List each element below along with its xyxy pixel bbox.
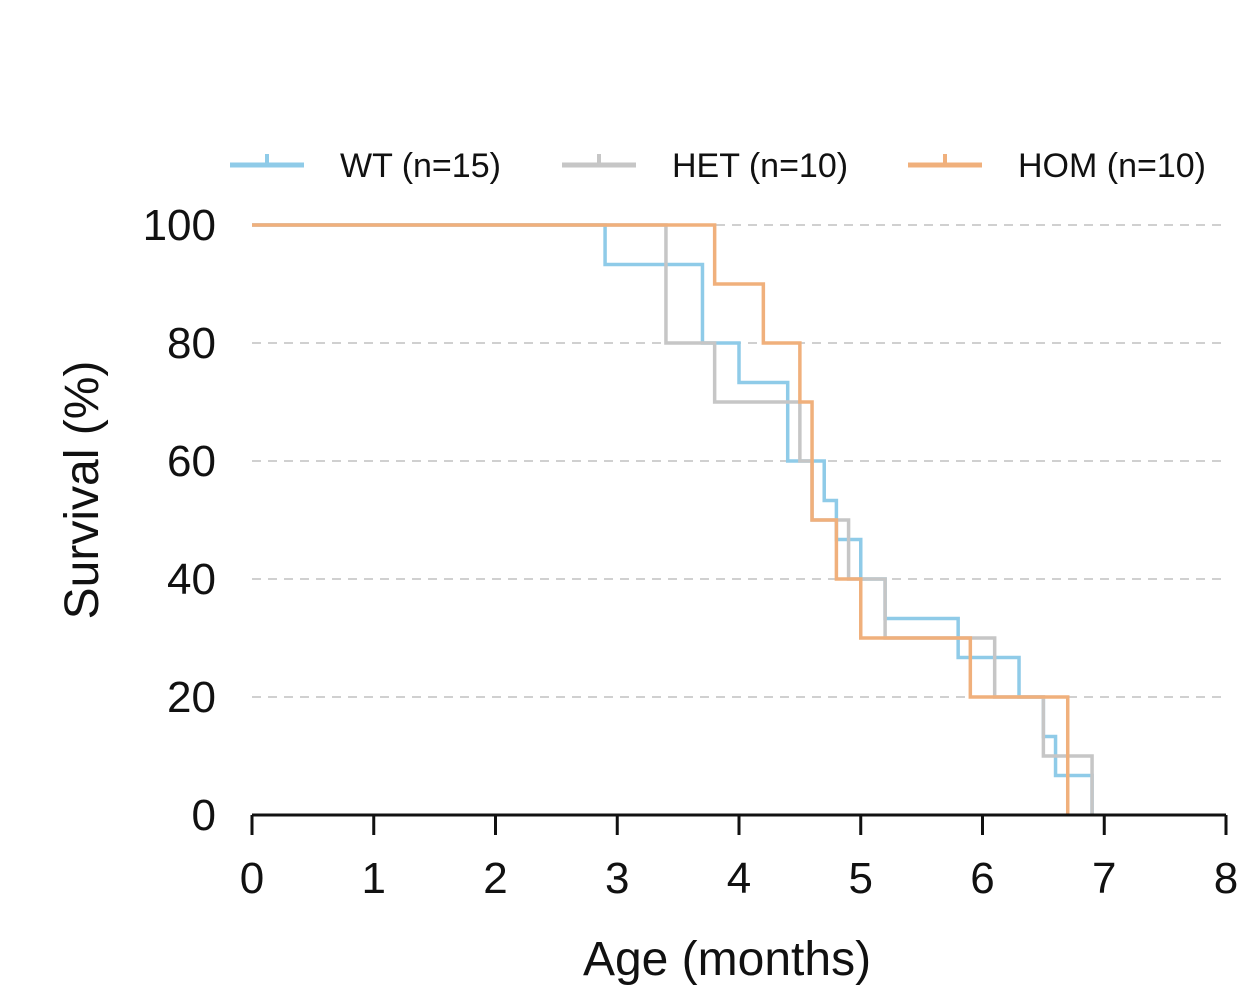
legend-label-hom: HOM (n=10)	[1018, 147, 1206, 185]
x-tick-label: 7	[1092, 854, 1116, 903]
y-axis: 0 20 40 60 80 100	[143, 201, 216, 840]
legend: WT (n=15) HET (n=10) HOM (n=10)	[230, 147, 1206, 185]
x-axis: 0 1 2 3 4 5 6 7 8	[240, 813, 1238, 903]
x-tick-label: 4	[727, 854, 751, 903]
x-tick-label: 3	[605, 854, 629, 903]
y-tick-label: 40	[167, 555, 216, 604]
y-tick-label: 0	[192, 791, 216, 840]
y-tick-label: 60	[167, 437, 216, 486]
x-tick-label: 1	[362, 854, 386, 903]
x-tick-label: 0	[240, 854, 264, 903]
x-tick-label: 5	[849, 854, 873, 903]
curve-wt	[252, 223, 1094, 815]
gridlines	[252, 224, 1226, 698]
legend-label-het: HET (n=10)	[672, 147, 848, 185]
y-tick-label: 80	[167, 319, 216, 368]
x-tick-label: 6	[970, 854, 994, 903]
x-tick-label: 2	[483, 854, 507, 903]
curve-hom	[252, 223, 1070, 815]
x-axis-title: Age (months)	[583, 933, 871, 986]
survival-curves	[252, 223, 1094, 815]
y-axis-title: Survival (%)	[56, 361, 109, 620]
y-tick-label: 20	[167, 673, 216, 722]
legend-label-wt: WT (n=15)	[340, 147, 501, 185]
x-tick-label: 8	[1214, 854, 1238, 903]
y-tick-label: 100	[143, 201, 216, 250]
curve-het	[252, 223, 1094, 815]
